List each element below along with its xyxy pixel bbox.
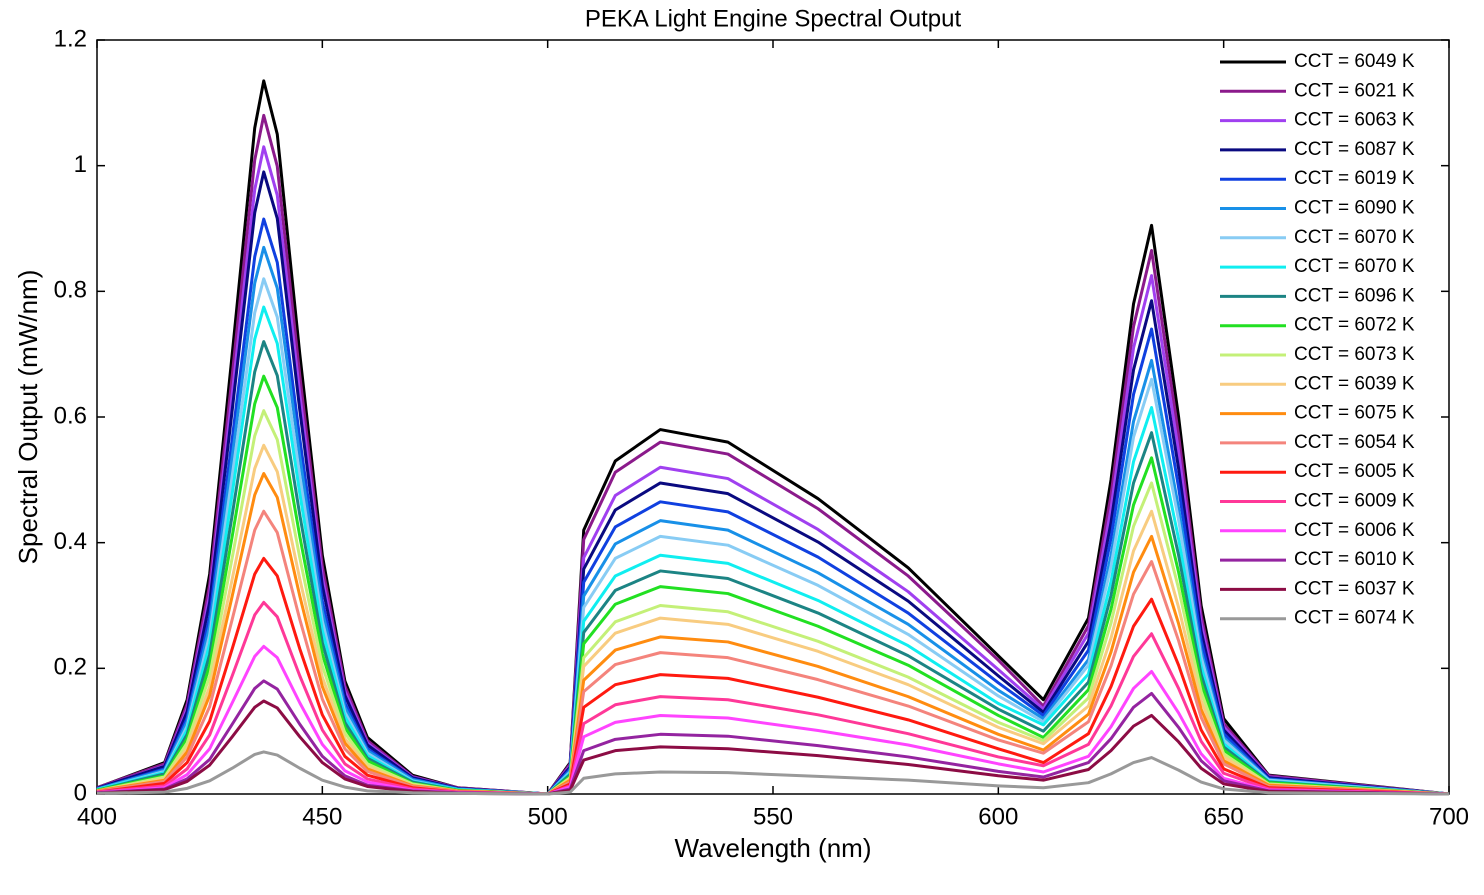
series-line bbox=[96, 374, 1450, 796]
series-line bbox=[96, 443, 1450, 796]
series-line bbox=[96, 409, 1450, 796]
legend-label: CCT = 6039 K bbox=[1294, 373, 1415, 394]
series-line bbox=[96, 509, 1450, 796]
legend-label: CCT = 6087 K bbox=[1294, 139, 1415, 160]
series-line bbox=[96, 217, 1450, 796]
legend-label: CCT = 6090 K bbox=[1294, 198, 1415, 219]
legend-label: CCT = 6006 K bbox=[1294, 520, 1415, 541]
series-line bbox=[96, 699, 1450, 796]
series-line bbox=[96, 644, 1450, 796]
legend-label: CCT = 6019 K bbox=[1294, 168, 1415, 189]
legend-label: CCT = 6009 K bbox=[1294, 491, 1415, 512]
legend-label: CCT = 6005 K bbox=[1294, 461, 1415, 482]
series-line bbox=[96, 750, 1450, 796]
legend-label: CCT = 6096 K bbox=[1294, 285, 1415, 306]
y-tick-label: 0.8 bbox=[54, 277, 87, 304]
series-line bbox=[96, 277, 1450, 796]
y-axis-label: Spectral Output (mW/nm) bbox=[13, 270, 43, 565]
series-line bbox=[96, 79, 1450, 796]
y-tick-label: 1.2 bbox=[54, 25, 87, 52]
x-tick-label: 550 bbox=[753, 803, 793, 830]
legend-label: CCT = 6070 K bbox=[1294, 227, 1415, 248]
legend-label: CCT = 6021 K bbox=[1294, 80, 1415, 101]
legend-label: CCT = 6063 K bbox=[1294, 110, 1415, 131]
chart-title: PEKA Light Engine Spectral Output bbox=[585, 5, 962, 32]
y-tick-label: 0.2 bbox=[54, 654, 87, 681]
y-tick-label: 0 bbox=[74, 779, 87, 806]
legend-label: CCT = 6073 K bbox=[1294, 344, 1415, 365]
x-tick-label: 650 bbox=[1204, 803, 1244, 830]
x-tick-label: 400 bbox=[77, 803, 117, 830]
series-line bbox=[96, 245, 1450, 796]
y-tick-label: 0.4 bbox=[54, 528, 87, 555]
series-line bbox=[96, 472, 1450, 796]
legend-label: CCT = 6074 K bbox=[1294, 608, 1415, 629]
series-line bbox=[96, 556, 1450, 796]
legend-label: CCT = 6070 K bbox=[1294, 256, 1415, 277]
y-tick-label: 1 bbox=[74, 151, 87, 178]
x-tick-label: 700 bbox=[1429, 803, 1469, 830]
series-line bbox=[96, 113, 1450, 796]
legend-label: CCT = 6075 K bbox=[1294, 403, 1415, 424]
legend-label: CCT = 6049 K bbox=[1294, 51, 1415, 72]
legend-label: CCT = 6010 K bbox=[1294, 549, 1415, 570]
legend-label: CCT = 6054 K bbox=[1294, 432, 1415, 453]
series-line bbox=[96, 305, 1450, 796]
legend-label: CCT = 6072 K bbox=[1294, 315, 1415, 336]
series-line bbox=[96, 145, 1450, 796]
series-line bbox=[96, 170, 1450, 796]
x-tick-label: 500 bbox=[528, 803, 568, 830]
legend-label: CCT = 6037 K bbox=[1294, 578, 1415, 599]
x-tick-label: 600 bbox=[978, 803, 1018, 830]
x-tick-label: 450 bbox=[302, 803, 342, 830]
series-line bbox=[96, 340, 1450, 796]
series-line bbox=[96, 600, 1450, 796]
y-tick-label: 0.6 bbox=[54, 402, 87, 429]
x-axis-label: Wavelength (nm) bbox=[675, 833, 872, 863]
series-line bbox=[96, 679, 1450, 796]
